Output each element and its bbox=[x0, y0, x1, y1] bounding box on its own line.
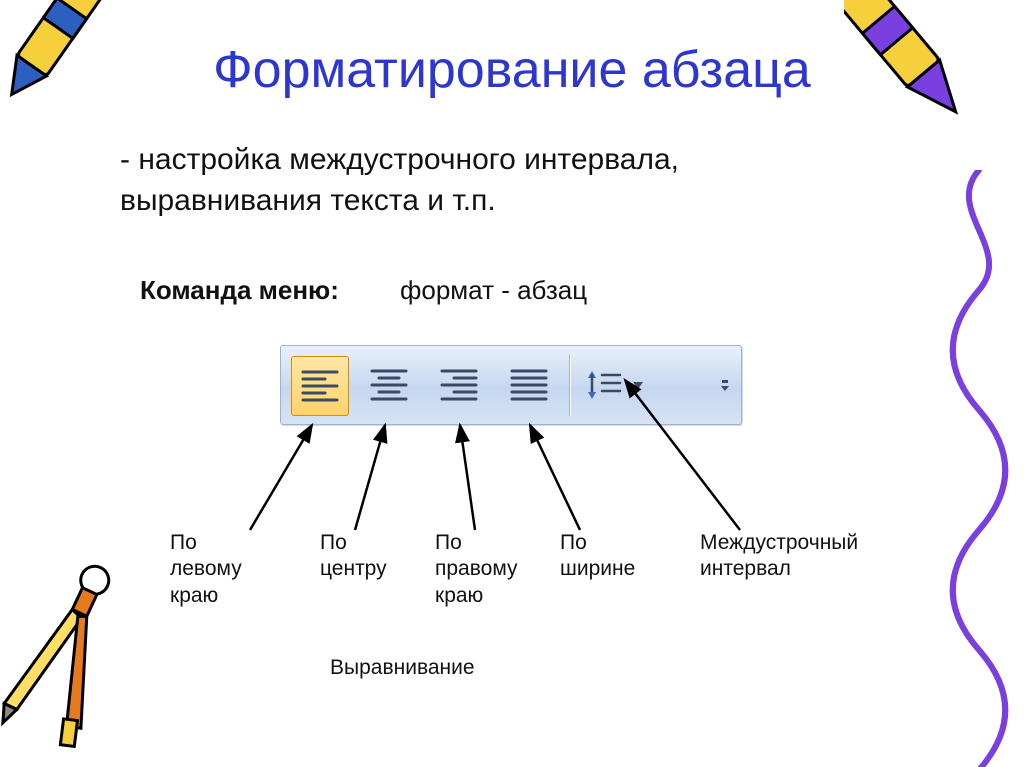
compass-bottom-left bbox=[0, 557, 170, 767]
subtitle-line-2: выравнивания текста и т.п. bbox=[120, 184, 496, 217]
align-center-button[interactable] bbox=[361, 356, 417, 414]
arrow-justify bbox=[525, 420, 595, 540]
align-left-icon bbox=[300, 369, 340, 403]
crayon-blue-top-left bbox=[5, 0, 115, 130]
callout-center: По центру bbox=[320, 530, 387, 583]
arrow-linespacing bbox=[620, 370, 770, 540]
menu-label: Команда меню: bbox=[140, 275, 339, 306]
menu-value: формат - абзац bbox=[400, 275, 587, 306]
justify-button[interactable] bbox=[501, 356, 557, 414]
subtitle-line-1: - настройка междустрочного интервала, bbox=[120, 143, 679, 176]
line-spacing-icon bbox=[584, 367, 624, 403]
callout-linespacing: Междустрочный интервал bbox=[700, 530, 858, 583]
subtitle: - настройка междустрочного интервала, вы… bbox=[120, 140, 679, 221]
align-right-icon bbox=[439, 368, 479, 402]
callout-justify: По ширине bbox=[560, 530, 635, 583]
justify-icon bbox=[509, 368, 549, 402]
arrow-center bbox=[340, 420, 400, 540]
arrow-right bbox=[450, 420, 490, 540]
arrow-left bbox=[230, 420, 330, 540]
toolbar-separator bbox=[569, 354, 570, 416]
callout-right: По правому краю bbox=[435, 530, 518, 609]
squiggle-line bbox=[939, 170, 1019, 767]
align-left-button[interactable] bbox=[291, 356, 349, 416]
callout-align-group: Выравнивание bbox=[330, 655, 475, 681]
callout-left: По левому краю bbox=[170, 530, 242, 609]
align-center-icon bbox=[369, 368, 409, 402]
align-right-button[interactable] bbox=[431, 356, 487, 414]
